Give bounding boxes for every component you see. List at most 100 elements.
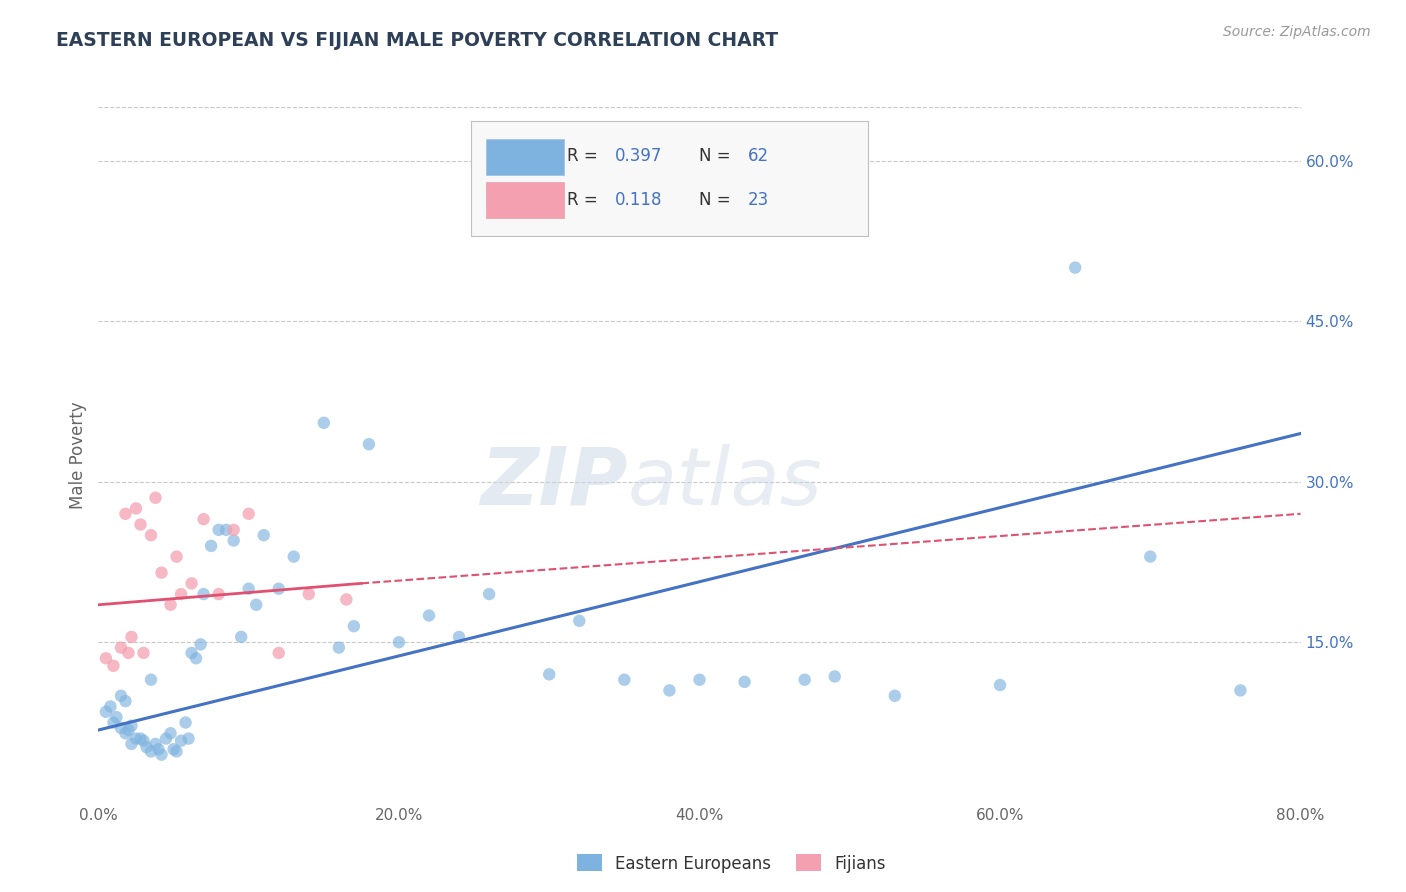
Point — [135, 740, 157, 755]
Text: atlas: atlas — [627, 443, 823, 522]
Point — [538, 667, 561, 681]
Text: 0.118: 0.118 — [616, 191, 662, 209]
Point — [159, 726, 181, 740]
Point — [388, 635, 411, 649]
Point — [215, 523, 238, 537]
Point — [145, 491, 167, 505]
Point — [883, 689, 905, 703]
Point — [139, 528, 162, 542]
Point — [121, 719, 143, 733]
FancyBboxPatch shape — [471, 121, 868, 235]
Point — [238, 582, 260, 596]
Point — [114, 694, 136, 708]
Point — [162, 742, 184, 756]
Point — [1139, 549, 1161, 564]
FancyBboxPatch shape — [485, 139, 564, 175]
Point — [117, 646, 139, 660]
Point — [208, 587, 231, 601]
Text: 0.397: 0.397 — [616, 147, 662, 165]
Point — [174, 715, 197, 730]
Text: N =: N = — [700, 191, 737, 209]
Point — [110, 689, 132, 703]
Point — [110, 640, 132, 655]
Point — [238, 507, 260, 521]
Legend: Eastern Europeans, Fijians: Eastern Europeans, Fijians — [569, 847, 893, 880]
Point — [357, 437, 380, 451]
Point — [129, 517, 152, 532]
Point — [613, 673, 636, 687]
Point — [222, 533, 245, 548]
Point — [105, 710, 128, 724]
Point — [184, 651, 207, 665]
Point — [231, 630, 253, 644]
Point — [132, 646, 155, 660]
Point — [125, 501, 148, 516]
Point — [193, 587, 215, 601]
Point — [793, 673, 815, 687]
Point — [132, 733, 155, 747]
Point — [988, 678, 1011, 692]
Point — [110, 721, 132, 735]
Point — [447, 630, 470, 644]
Point — [94, 651, 117, 665]
Point — [139, 744, 162, 758]
Point — [734, 674, 756, 689]
Point — [150, 566, 173, 580]
Point — [129, 731, 152, 746]
Point — [114, 507, 136, 521]
Point — [150, 747, 173, 762]
Point — [125, 731, 148, 746]
Text: EASTERN EUROPEAN VS FIJIAN MALE POVERTY CORRELATION CHART: EASTERN EUROPEAN VS FIJIAN MALE POVERTY … — [56, 31, 779, 50]
Point — [245, 598, 267, 612]
Point — [568, 614, 591, 628]
Point — [328, 640, 350, 655]
Text: N =: N = — [700, 147, 737, 165]
Point — [159, 598, 181, 612]
FancyBboxPatch shape — [485, 182, 564, 219]
Point — [689, 673, 711, 687]
Point — [222, 523, 245, 537]
Point — [1229, 683, 1251, 698]
Point — [824, 669, 846, 683]
Point — [94, 705, 117, 719]
Point — [253, 528, 276, 542]
Point — [170, 587, 193, 601]
Point — [114, 726, 136, 740]
Point — [148, 742, 170, 756]
Point — [267, 582, 290, 596]
Text: ZIP: ZIP — [479, 443, 627, 522]
Point — [170, 733, 193, 747]
Point — [103, 658, 125, 673]
Point — [193, 512, 215, 526]
Point — [418, 608, 440, 623]
Text: R =: R = — [567, 147, 603, 165]
Point — [166, 549, 188, 564]
Point — [177, 731, 200, 746]
Point — [180, 646, 202, 660]
Point — [155, 731, 177, 746]
Point — [100, 699, 122, 714]
Point — [267, 646, 290, 660]
Point — [121, 737, 143, 751]
Point — [343, 619, 366, 633]
Point — [283, 549, 305, 564]
Point — [190, 637, 212, 651]
Point — [180, 576, 202, 591]
Text: R =: R = — [567, 191, 603, 209]
Point — [312, 416, 335, 430]
Point — [200, 539, 222, 553]
Point — [335, 592, 357, 607]
Point — [166, 744, 188, 758]
Point — [298, 587, 321, 601]
Point — [121, 630, 143, 644]
Y-axis label: Male Poverty: Male Poverty — [69, 401, 87, 508]
Text: 23: 23 — [748, 191, 769, 209]
Point — [1064, 260, 1087, 275]
Point — [208, 523, 231, 537]
Text: 62: 62 — [748, 147, 769, 165]
Point — [478, 587, 501, 601]
Point — [139, 673, 162, 687]
Point — [658, 683, 681, 698]
Point — [117, 723, 139, 737]
Text: Source: ZipAtlas.com: Source: ZipAtlas.com — [1223, 25, 1371, 39]
